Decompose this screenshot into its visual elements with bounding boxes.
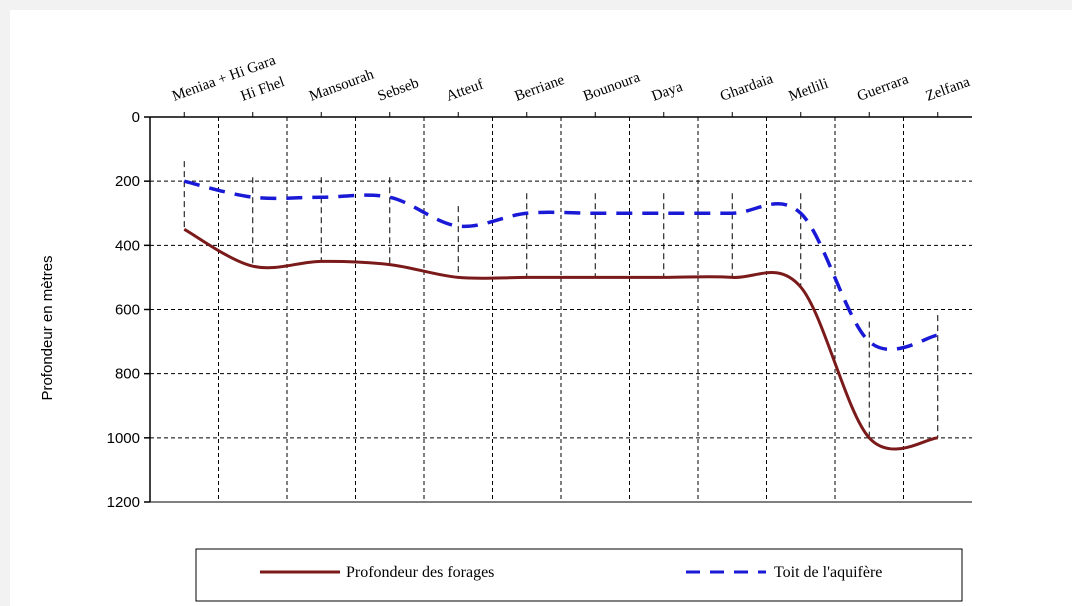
category-label: Bounoura (581, 69, 642, 104)
category-label: Atteuf (444, 77, 485, 105)
y-axis-label: Profondeur en mètres (39, 255, 56, 400)
legend: Profondeur des forages Toit de l'aquifèr… (195, 548, 963, 602)
y-tick-label: 600 (115, 302, 140, 319)
category-label: Berriane (513, 72, 567, 105)
category-label: Mansourah (307, 66, 376, 104)
y-tick-label: 200 (115, 173, 140, 190)
legend-box (195, 548, 963, 602)
y-tick-label: 0 (132, 109, 140, 126)
y-tick-label: 400 (115, 237, 140, 254)
category-label: Metlili (787, 76, 831, 105)
y-tick-label: 1200 (107, 494, 140, 511)
legend-label-profondeur: Profondeur des forages (346, 564, 494, 581)
category-label: Guerrara (855, 71, 911, 104)
legend-label-toit: Toit de l'aquifère (774, 564, 882, 581)
series-line-profondeur (183, 227, 938, 451)
category-label: Zelfana (924, 74, 973, 105)
category-label: Sebseb (376, 75, 421, 105)
y-tick-label: 800 (115, 366, 140, 383)
y-tick-label: 1000 (107, 430, 140, 447)
chart-frame: 0 200 400 600 800 1000 1200 Meniaa + Hi Gara Hi… (10, 10, 1072, 606)
category-label: Daya (650, 79, 686, 105)
category-label: Ghardaia (718, 71, 775, 105)
